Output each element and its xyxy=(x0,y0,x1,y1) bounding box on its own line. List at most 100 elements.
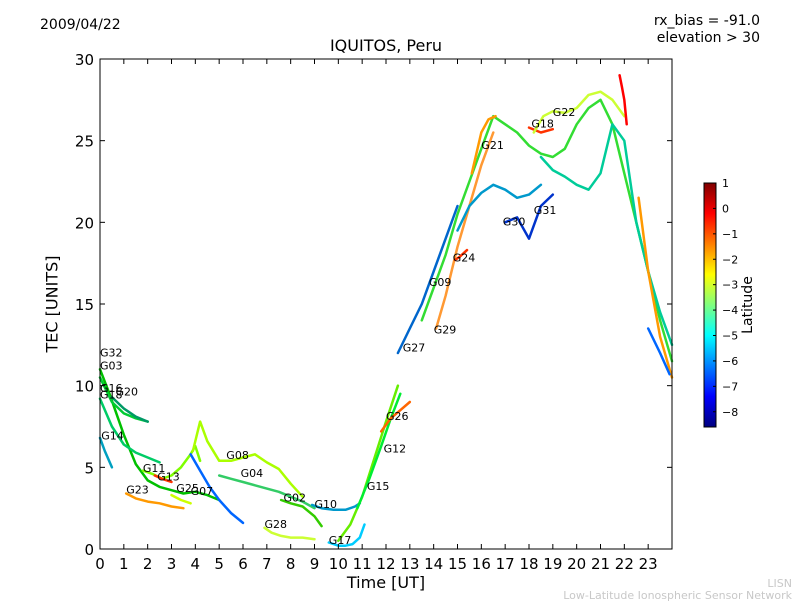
series-label: G20 xyxy=(116,386,139,399)
plot-frame xyxy=(99,58,673,550)
series-label: G30 xyxy=(503,216,526,229)
x-tick-label: 21 xyxy=(591,555,610,573)
colorbar-gradient xyxy=(703,182,717,428)
series-line-g12 xyxy=(356,392,402,510)
series-line-g20 xyxy=(110,395,149,423)
series-label: G23 xyxy=(126,484,149,497)
colorbar-tick-label: −3 xyxy=(722,279,738,292)
series-line-unlabeled-30 xyxy=(637,196,674,379)
series-label: G02 xyxy=(284,492,307,505)
series-label: G16 xyxy=(100,382,123,395)
series-line-g23 xyxy=(124,492,185,510)
series-line-g27 xyxy=(396,204,459,355)
series-label: G21 xyxy=(481,139,504,152)
x-tick-label: 15 xyxy=(448,555,467,573)
series-label: G12 xyxy=(384,443,407,456)
series-label: G09 xyxy=(429,276,452,289)
colorbar-tick-label: −4 xyxy=(722,304,738,317)
colorbar-tick-label: −1 xyxy=(722,228,738,241)
x-tick-label: 8 xyxy=(286,555,296,573)
series-line-g21 xyxy=(470,114,497,175)
series-label: G17 xyxy=(329,534,352,547)
series-label: G25 xyxy=(176,482,199,495)
series-line-g29 xyxy=(434,131,495,330)
series-line-g32 xyxy=(98,368,221,502)
series-line-g17 xyxy=(327,523,366,547)
series-line-g15 xyxy=(337,384,400,543)
series-label: G32 xyxy=(100,346,123,359)
series-line-g07 xyxy=(189,453,245,525)
series-label: G11 xyxy=(143,462,166,475)
series-label: G08 xyxy=(226,449,249,462)
series-line-g22 xyxy=(532,90,626,134)
x-tick-label: 2 xyxy=(143,555,153,573)
y-tick-label: 30 xyxy=(75,51,94,69)
footer-network-abbrev: LISN xyxy=(767,577,792,590)
series-label: G07 xyxy=(191,485,214,498)
series-label: G29 xyxy=(434,323,457,336)
series-line-g08 xyxy=(191,420,304,498)
y-tick-label: 0 xyxy=(84,541,94,559)
rx-bias-label: rx_bias = -91.0 xyxy=(653,13,760,29)
x-tick-label: 14 xyxy=(424,555,443,573)
series-label: G13 xyxy=(157,470,180,483)
series-line-g09 xyxy=(420,98,674,363)
series-label: G03 xyxy=(100,359,123,372)
x-tick-label: 4 xyxy=(191,555,201,573)
y-tick-label: 5 xyxy=(84,459,94,477)
series-line-g30 xyxy=(456,183,543,232)
series-label: G18 xyxy=(100,389,123,402)
series-line-g10 xyxy=(310,502,362,512)
x-tick-label: 12 xyxy=(376,555,395,573)
series-line-g24 xyxy=(453,248,469,262)
series-line-g25 xyxy=(170,493,192,505)
x-tick-label: 22 xyxy=(615,555,634,573)
x-tick-label: 6 xyxy=(238,555,248,573)
series-line-g26 xyxy=(379,400,412,433)
series-label: G04 xyxy=(241,467,264,480)
x-tick-label: 7 xyxy=(262,555,272,573)
series-line-g02 xyxy=(279,498,323,528)
x-tick-label: 20 xyxy=(567,555,586,573)
series-label: G24 xyxy=(453,252,476,265)
x-tick-label: 13 xyxy=(400,555,419,573)
x-tick-label: 5 xyxy=(214,555,224,573)
x-tick-label: 19 xyxy=(543,555,562,573)
colorbar-tick-label: 1 xyxy=(722,177,729,190)
series-label: G31 xyxy=(534,204,557,217)
series-label: G18 xyxy=(531,118,554,131)
series-label: G10 xyxy=(315,498,338,511)
x-axis-label: Time [UT] xyxy=(346,573,426,592)
colorbar-tick-label: −5 xyxy=(722,330,738,343)
x-tick-label: 17 xyxy=(496,555,515,573)
x-tick-label: 11 xyxy=(353,555,372,573)
series-label: G27 xyxy=(403,341,426,354)
series-line-g28 xyxy=(263,526,316,541)
y-tick-label: 20 xyxy=(75,214,94,232)
x-tick-label: 10 xyxy=(329,555,348,573)
series-line-unlabeled-29 xyxy=(618,74,628,126)
series-line-g18 xyxy=(527,126,555,134)
x-tick-label: 23 xyxy=(639,555,658,573)
series-label: G22 xyxy=(553,106,576,119)
x-tick-label: 9 xyxy=(310,555,320,573)
date-label: 2009/04/22 xyxy=(40,17,121,33)
y-tick-label: 15 xyxy=(75,296,94,314)
x-tick-label: 16 xyxy=(472,555,491,573)
y-tick-label: 25 xyxy=(75,133,94,151)
colorbar-tick-label: −8 xyxy=(722,406,738,419)
series-line-g16 xyxy=(98,397,161,464)
colorbar-tick-label: 0 xyxy=(722,202,729,215)
series-line-g14 xyxy=(98,436,114,469)
series-layer xyxy=(98,74,674,547)
colorbar-tick-label: −6 xyxy=(722,355,738,368)
series-line-g31 xyxy=(503,193,555,240)
series-line-unlabeled-28 xyxy=(539,123,674,347)
colorbar-tick-label: −7 xyxy=(722,380,738,393)
series-label: G26 xyxy=(386,410,409,423)
elevation-label: elevation > 30 xyxy=(656,30,760,46)
colorbar-tick-label: −2 xyxy=(722,253,738,266)
y-tick-label: 10 xyxy=(75,378,94,396)
series-line-g04 xyxy=(217,474,316,510)
